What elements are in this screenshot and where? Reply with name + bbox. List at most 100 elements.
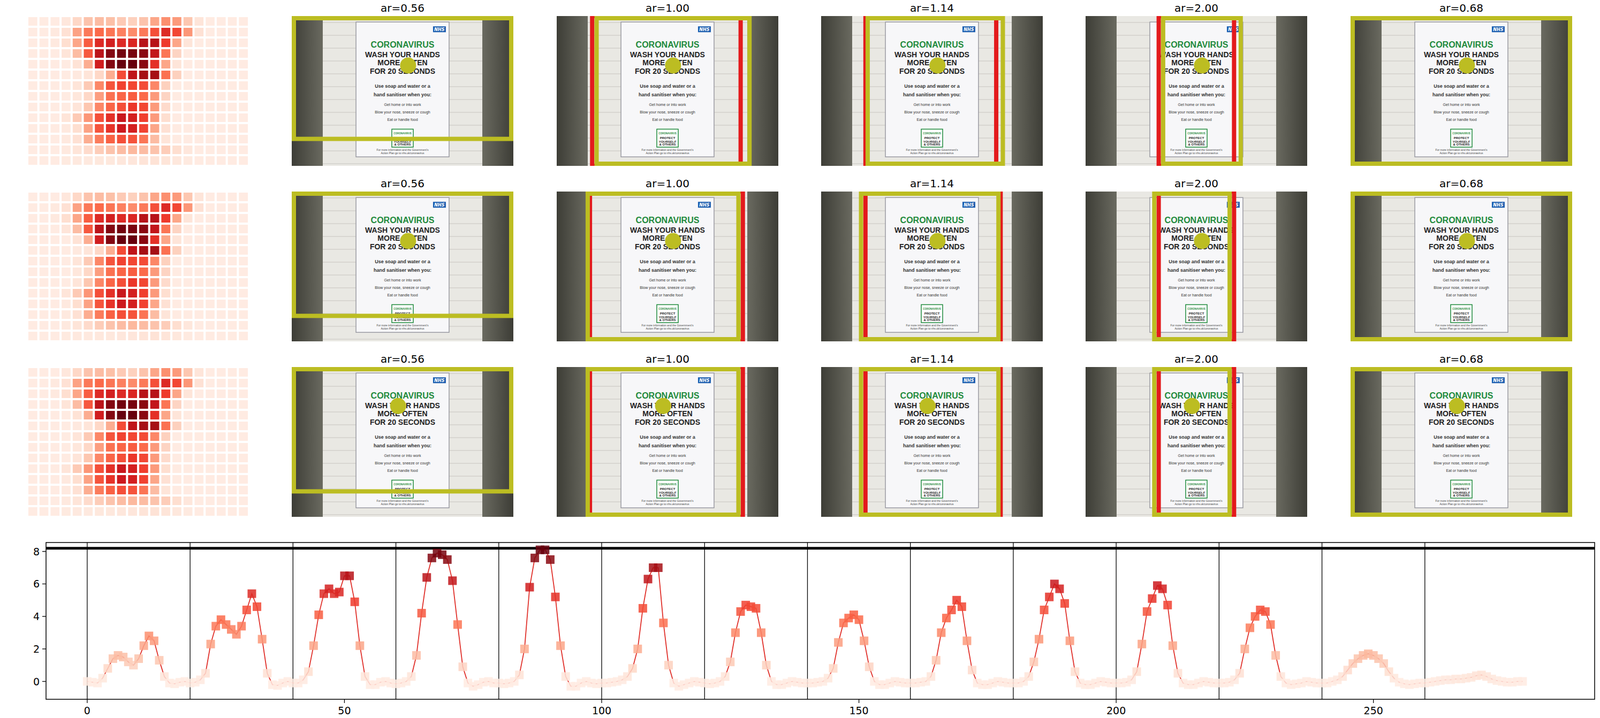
heat-cell [50,278,60,287]
red-crop [1158,191,1235,342]
heat-cell [61,192,71,202]
heat-cell [150,453,160,463]
heat-cell [194,368,204,377]
heat-cell [150,411,160,420]
heat-cell [194,81,204,90]
heat-cell [39,321,49,330]
poster-body: Get home or into work [384,102,422,107]
heat-cell [228,145,238,155]
door-frame [1276,367,1308,518]
heat-cell [50,17,60,26]
heat-cell [28,224,38,234]
heat-cell [161,289,171,298]
door-frame [1350,16,1382,166]
heat-cell [28,331,38,341]
heat-cell [72,421,82,431]
heat-cell [61,310,71,320]
heat-cell [127,400,138,409]
heat-cell [205,389,215,399]
heat-cell [61,267,71,277]
heat-cell [172,321,182,330]
heat-cell [117,432,127,442]
heat-cell [105,411,116,420]
marker [149,637,159,646]
heat-cell [150,59,160,69]
poster-body: Blow your nose, sneeze or cough [1168,461,1225,466]
heat-cell [183,443,193,452]
marker [551,593,560,602]
heat-cell [105,113,116,123]
heat-cell [127,267,138,277]
photo-panel: NHSCORONAVIRUSWASH YOUR HANDSMORE OFTENF… [821,367,1043,518]
heat-cell [72,486,82,495]
heat-cell [205,192,215,202]
heat-cell [139,124,149,133]
wall [291,191,514,342]
heat-cell [39,235,49,245]
heat-cell [228,321,238,330]
heat-cell [216,475,226,484]
heat-cell [139,496,149,506]
poster-body: Eat or handle food [1445,468,1477,473]
heat-cell [61,496,71,506]
heat-cell [172,256,182,266]
door-frame [1011,367,1043,518]
heat-cell [39,299,49,309]
heat-cell [216,507,226,517]
heat-cell [172,246,182,255]
heat-cell [161,214,171,223]
badge [921,129,943,148]
heat-cell [105,246,116,255]
poster-title: CORONAVIRUS [370,391,435,401]
heat-cell [194,124,204,133]
heat-cell [161,145,171,155]
heat-cell [205,145,215,155]
badge-text: CORONAVIRUS [1187,483,1205,487]
heat-cell [216,124,226,133]
red-crop [1158,367,1235,518]
heat-cell [161,278,171,287]
heat-cell [161,49,171,58]
separator [910,542,911,700]
poster-body: Use soap and water or a [1168,259,1225,265]
heat-cell [238,368,248,377]
poster-footer: For more information and the Government'… [641,323,694,328]
marker [1245,623,1255,633]
heat-cell [150,496,160,506]
heat-cell [228,267,238,277]
photo-panel: NHSCORONAVIRUSWASH YOUR HANDSMORE OFTENF… [1085,367,1308,518]
heat-cell [28,432,38,442]
heat-cell [238,421,248,431]
heat-cell [28,203,38,212]
heat-cell [161,70,171,80]
photo-panel: NHSCORONAVIRUSWASH YOUR HANDSMORE OFTENF… [556,16,779,166]
heat-cell [84,92,94,101]
heat-cell [94,203,104,212]
heat-cell [139,331,149,341]
heat-cell [61,507,71,517]
crop-box [1352,18,1571,164]
heat-cell [194,59,204,69]
heat-cell [216,389,226,399]
heat-cell [216,102,226,112]
heat-cell [205,203,215,212]
poster-body: Use soap and water or a [639,434,696,441]
poster-headline: WASH YOUR HANDS [630,50,705,59]
marker [1168,641,1178,651]
heat-cell [216,421,226,431]
heat-cell [205,475,215,484]
heat-cell [105,203,116,212]
marker [252,602,262,612]
heat-cell [84,246,94,255]
heat-cell [117,81,127,90]
poster-footer: Action Plan go to nhs.uk/coronavirus [910,327,954,331]
heat-cell [28,38,38,48]
heat-cell [72,453,82,463]
marker [859,637,869,646]
poster-body: Blow your nose, sneeze or cough [904,461,960,466]
heat-cell [150,299,160,309]
heat-cell [105,214,116,223]
heat-cell [183,102,193,112]
heat-cell [228,59,238,69]
heat-cell [194,70,204,80]
